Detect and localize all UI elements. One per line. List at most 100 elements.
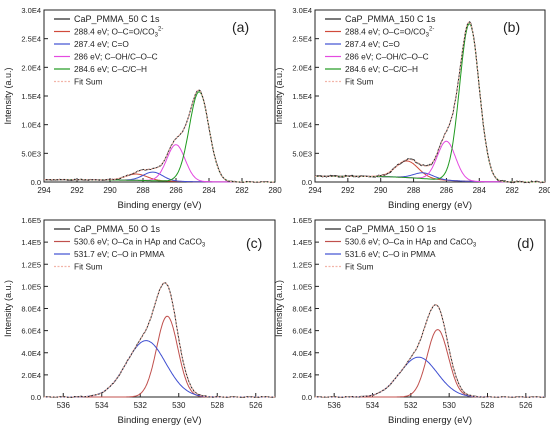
y-tick-label: 0.0 [31, 178, 41, 187]
fit-sum-line [315, 21, 545, 183]
y-tick-label: 2.0E4 [292, 371, 312, 380]
y-tick-label: 1.5E4 [21, 92, 41, 101]
x-tick-label: 292 [341, 186, 355, 195]
data-line [314, 304, 545, 398]
series-line-4 [44, 91, 275, 183]
y-tick-label: 1.4E5 [21, 238, 41, 247]
y-tick-label: 6.0E4 [292, 327, 312, 336]
y-tick-label: 5.0E3 [292, 149, 312, 158]
series-line-2 [44, 340, 275, 398]
x-tick-label: 536 [327, 401, 341, 410]
y-tick-label: 8.0E4 [292, 305, 312, 314]
y-tick-label: 4.0E4 [21, 349, 41, 358]
x-tick-label: 290 [103, 186, 117, 195]
y-axis-label: Intensity (a.u.) [274, 67, 284, 124]
x-tick-label: 292 [70, 186, 84, 195]
legend-label: Fit Sum [345, 262, 374, 272]
x-tick-label: 288 [136, 186, 150, 195]
legend-label: 284.6 eV; C–C/C–H [345, 64, 418, 74]
legend-label: 287.4 eV; C=O [345, 39, 400, 49]
legend: CaP_PMMA_50 C 1s 288.4 eV; O–C=O/CO32-287… [54, 14, 163, 87]
panel-label: (c) [246, 235, 262, 251]
x-tick-label: 532 [134, 401, 148, 410]
x-tick-label: 534 [366, 401, 380, 410]
y-tick-label: 2.0E4 [21, 371, 41, 380]
y-tick-label: 1.4E5 [292, 238, 312, 247]
y-tick-label: 1.6E5 [292, 216, 312, 225]
fit-sum-line [315, 304, 545, 398]
y-tick-label: 2.5E4 [292, 35, 312, 44]
y-tick-label: 5.0E3 [21, 149, 41, 158]
y-tick-label: 1.0E4 [292, 121, 312, 130]
y-tick-label: 1.2E5 [292, 260, 312, 269]
y-tick-label: 8.0E4 [21, 305, 41, 314]
x-tick-label: 294 [37, 186, 51, 195]
fit-sum-line [44, 282, 275, 398]
x-tick-label: 530 [172, 401, 186, 410]
legend-label: 286 eV; C–OH/C–O–C [345, 52, 429, 62]
y-tick-label: 0.0 [302, 178, 312, 187]
panel-b: 0.0 5.0E3 1.0E4 1.5E4 2.0E4 2.5E4 3.0E4 294 292 2… [274, 6, 550, 211]
y-tick-label: 3.0E4 [292, 6, 312, 15]
panel-c: 0.0 2.0E4 4.0E4 6.0E4 8.0E4 1.0E5 1.2E5 1.4E5 1.… [3, 216, 276, 426]
legend-label: Fit Sum [74, 77, 103, 87]
y-tick-label: 2.0E4 [21, 63, 41, 72]
x-axis-label: Binding energy (eV) [388, 415, 472, 426]
y-axis-label: Intensity (a.u.) [274, 280, 284, 337]
x-tick-label: 534 [95, 401, 109, 410]
legend-label: 286 eV; C–OH/C–O–C [74, 52, 158, 62]
x-tick-label: 282 [505, 186, 519, 195]
x-tick-label: 294 [308, 186, 322, 195]
y-axis-label: Intensity (a.u.) [3, 280, 13, 337]
legend-label: CaP_PMMA_150 C 1s [345, 14, 436, 24]
y-axis-label: Intensity (a.u.) [3, 67, 13, 124]
x-axis-label: Binding energy (eV) [118, 200, 202, 211]
panel-a: 0.0 5.0E3 1.0E4 1.5E4 2.0E4 2.5E4 3.0E4 294 292 2… [3, 6, 282, 211]
y-tick-label: 1.6E5 [21, 216, 41, 225]
panel-label: (d) [517, 235, 534, 251]
x-tick-label: 528 [481, 401, 495, 410]
data-line [43, 282, 275, 398]
legend-label: 284.6 eV; C–C/C–H [74, 64, 147, 74]
y-tick-label: 0.0 [302, 393, 312, 402]
legend-label: 287.4 eV; C=O [74, 39, 129, 49]
fit-sum-line [44, 89, 275, 183]
y-tick-label: 1.0E4 [21, 121, 41, 130]
legend-label: 531.6 eV; C–O in PMMA [345, 249, 436, 259]
y-tick-label: 1.0E5 [21, 282, 41, 291]
y-tick-label: 1.5E4 [292, 92, 312, 101]
x-tick-label: 528 [211, 401, 225, 410]
x-tick-label: 284 [202, 186, 216, 195]
legend: CaP_PMMA_150 O 1s 530.6 eV; O–Ca in HAp a… [325, 224, 477, 272]
panel-label: (b) [503, 19, 520, 35]
y-tick-label: 2.0E4 [292, 63, 312, 72]
panel-label: (a) [232, 19, 249, 35]
legend-label: 531.7 eV; C–O in PMMA [74, 249, 165, 259]
x-tick-label: 282 [235, 186, 249, 195]
legend-label: Fit Sum [74, 262, 103, 272]
data-line [43, 89, 276, 184]
legend-label: 530.6 eV; O–Ca in HAp and CaCO3 [74, 237, 206, 249]
series-line-3 [44, 144, 275, 183]
y-tick-label: 4.0E4 [292, 349, 312, 358]
x-tick-label: 290 [374, 186, 388, 195]
panel-d: 0.0 2.0E4 4.0E4 6.0E4 8.0E4 1.0E5 1.2E5 1.4E5 1.… [274, 216, 546, 426]
y-tick-label: 3.0E4 [21, 6, 41, 15]
legend-label: 288.4 eV; O–C=O/CO32- [345, 27, 434, 39]
x-axis-label: Binding energy (eV) [388, 200, 472, 211]
y-tick-label: 2.5E4 [21, 35, 41, 44]
legend: CaP_PMMA_50 O 1s 530.6 eV; O–Ca in HAp an… [54, 224, 206, 272]
legend-label: CaP_PMMA_50 O 1s [74, 224, 161, 234]
y-tick-label: 1.0E5 [292, 282, 312, 291]
legend-label: 288.4 eV; O–C=O/CO32- [74, 27, 163, 39]
x-tick-label: 288 [407, 186, 421, 195]
plot-frame [314, 219, 546, 398]
x-tick-label: 280 [538, 186, 550, 195]
x-tick-label: 280 [268, 186, 282, 195]
series-line-1 [44, 315, 275, 398]
x-tick-label: 526 [519, 401, 533, 410]
x-tick-label: 284 [473, 186, 487, 195]
plot-frame [43, 219, 276, 398]
